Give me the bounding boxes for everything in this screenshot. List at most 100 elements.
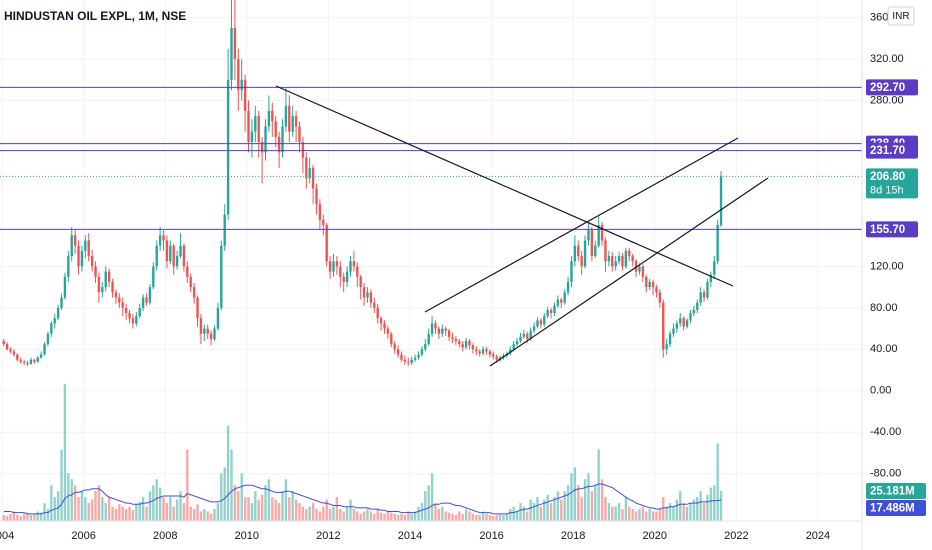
candle-body (590, 230, 594, 257)
candle-body (114, 292, 118, 298)
volume-bar (209, 513, 213, 521)
volume-bar (9, 513, 12, 521)
volume-bar (141, 497, 145, 521)
candle-body (685, 320, 689, 327)
candle-body (254, 116, 257, 132)
candle-body (124, 307, 128, 314)
volume-bar (655, 511, 658, 521)
candle-body (522, 333, 526, 337)
candle-body (549, 309, 553, 314)
candle-body (393, 344, 396, 350)
volume-bar (393, 513, 396, 521)
volume-bar (390, 512, 393, 521)
candle-body (223, 214, 226, 246)
volume-bar (638, 509, 641, 521)
level-label: 155.70 (870, 224, 905, 236)
volume-bar (301, 506, 305, 521)
volume-bar (407, 511, 410, 521)
volume-bar (458, 511, 461, 521)
x-tick-label: 2006 (71, 530, 95, 542)
volume-bar (529, 499, 532, 521)
candle-body (345, 271, 349, 282)
volume-bar (294, 499, 298, 521)
volume-bar (532, 503, 536, 521)
volume-bar (284, 479, 288, 521)
volume-bar (152, 485, 155, 521)
candle-body (468, 341, 471, 346)
candle-body (451, 336, 454, 339)
volume-bar (311, 503, 315, 521)
candle-body (111, 281, 114, 293)
volume-bar (87, 503, 90, 521)
candle-body (70, 235, 73, 257)
candle-body (655, 287, 658, 293)
volume-bar (56, 491, 60, 521)
candle-body (335, 261, 339, 267)
candle-body (16, 354, 19, 360)
candle-body (301, 142, 305, 158)
volume-bar (536, 497, 539, 521)
volume-bar (260, 494, 264, 521)
volume-bar (386, 511, 390, 521)
volume-bar (237, 491, 240, 521)
volume-bar (67, 473, 70, 521)
candle-body (658, 292, 662, 303)
volume-bar (526, 511, 529, 521)
volume-bar (291, 491, 294, 521)
volume-bar (692, 499, 696, 521)
volume-bar (43, 503, 46, 521)
volume-bar (349, 499, 352, 521)
volume-bar (29, 515, 33, 521)
volume-bar (315, 509, 318, 521)
candle-body (577, 245, 580, 257)
volume-bar (682, 503, 685, 521)
volume-bar (573, 467, 577, 521)
candle-body (339, 266, 342, 277)
plot-area (0, 0, 862, 521)
candle-body (509, 349, 512, 354)
candle-body (226, 79, 230, 215)
volume-bar (597, 449, 600, 521)
volume-bar (444, 511, 447, 521)
candle-body (182, 245, 186, 267)
level-label-box (866, 221, 918, 238)
level-label: 292.70 (870, 82, 905, 94)
volume-bar (230, 449, 233, 521)
volume-bar (366, 509, 369, 521)
volume-bar (121, 506, 124, 521)
volume-bar (679, 491, 682, 521)
volume-bar (519, 503, 522, 521)
volume-bar (471, 513, 475, 521)
candle-body (260, 142, 264, 153)
currency-badge[interactable] (887, 6, 915, 26)
candle-body (281, 126, 284, 153)
volume-bar (413, 511, 417, 521)
candle-body (237, 59, 240, 91)
volume-bar (226, 425, 230, 521)
volume-bar (36, 511, 39, 521)
volume-bar (22, 513, 26, 521)
volume-bar (84, 497, 87, 521)
candle-body (325, 224, 328, 262)
candle-body (271, 110, 274, 122)
volume-bar (689, 503, 692, 521)
volume-bar (298, 503, 301, 521)
volume-bar (464, 509, 468, 521)
volume-bar (468, 511, 471, 521)
candle-body (512, 344, 515, 350)
candle-body (696, 302, 699, 310)
candle-body (478, 351, 481, 354)
candle-body (165, 240, 169, 262)
volume-bar (451, 513, 454, 521)
volume-bar (352, 509, 356, 521)
candle-body (274, 121, 277, 137)
candle-body (332, 261, 335, 272)
candle-body (495, 356, 498, 360)
volume-bar (685, 506, 689, 521)
candle-body (138, 307, 141, 317)
candle-body (682, 318, 685, 327)
candle-body (50, 323, 53, 334)
volume-bar (111, 506, 114, 521)
candle-body (84, 240, 87, 251)
